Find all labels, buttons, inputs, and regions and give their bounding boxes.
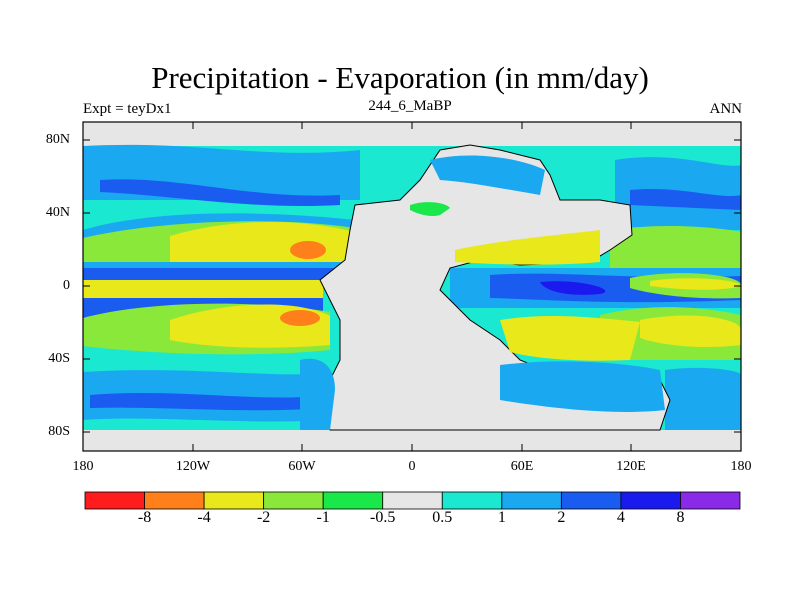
lon-label-180w: 180 bbox=[72, 459, 94, 474]
colorbar-swatch bbox=[382, 491, 443, 510]
lat-label-80s: 80S bbox=[48, 424, 70, 439]
colorbar-swatch bbox=[84, 491, 145, 510]
colorbar-swatch bbox=[144, 491, 205, 510]
lon-label-120w: 120W bbox=[175, 459, 211, 474]
south-evap-max bbox=[280, 310, 320, 326]
season-label: ANN bbox=[709, 101, 743, 117]
lon-ticks bbox=[82, 122, 742, 451]
lon-label-60e: 60E bbox=[510, 459, 534, 474]
lat-ticks bbox=[83, 139, 741, 433]
land-island-green bbox=[410, 202, 450, 217]
colorbar-label: 1 bbox=[497, 509, 506, 526]
colorbar-label: 4 bbox=[616, 509, 625, 526]
north-evap-max bbox=[290, 241, 326, 259]
land-dry-south bbox=[500, 316, 640, 361]
colorbar-swatch bbox=[680, 491, 741, 510]
experiment-label: Expt = teyDx1 bbox=[83, 101, 172, 117]
east-north-core bbox=[630, 188, 741, 210]
colorbar-label: -0.5 bbox=[370, 509, 396, 526]
itcz-north bbox=[83, 268, 343, 280]
chart-title: Precipitation - Evaporation (in mm/day) bbox=[151, 60, 649, 95]
land-dry-north bbox=[455, 230, 600, 265]
north-storm-core bbox=[100, 179, 340, 207]
lat-label-40s: 40S bbox=[48, 351, 70, 366]
east-subtropic-green bbox=[610, 226, 741, 268]
colorbar-swatch bbox=[501, 491, 562, 510]
land-southwest-wet bbox=[300, 358, 335, 430]
colorbar-label: 2 bbox=[557, 509, 566, 526]
colorbar-label: -8 bbox=[137, 509, 152, 526]
colorbar-swatch bbox=[263, 491, 324, 510]
colorbar bbox=[84, 491, 741, 510]
land-north-wet bbox=[430, 155, 545, 195]
lon-label-60w: 60W bbox=[288, 459, 316, 474]
east-south-yellow bbox=[640, 315, 741, 348]
equatorial-dry bbox=[83, 280, 323, 298]
colorbar-label: -2 bbox=[256, 509, 271, 526]
lon-label-0: 0 bbox=[408, 459, 416, 474]
colorbar-label: 0.5 bbox=[432, 509, 453, 526]
colorbar-label: -4 bbox=[197, 509, 211, 526]
lat-label-0: 0 bbox=[63, 278, 70, 293]
south-pole-band bbox=[83, 430, 741, 451]
colorbar-swatch bbox=[560, 491, 622, 510]
lon-label-120e: 120E bbox=[616, 459, 646, 474]
east-south-storm bbox=[665, 367, 741, 430]
east-equator-core bbox=[540, 281, 606, 295]
lat-label-80n: 80N bbox=[45, 132, 70, 147]
colorbar-swatch bbox=[441, 491, 503, 510]
east-equator-dry-core bbox=[650, 278, 741, 290]
pangaea-land bbox=[319, 144, 671, 431]
colorbar-swatch bbox=[620, 491, 681, 510]
lat-label-40n: 40N bbox=[45, 205, 70, 220]
colorbar-label: -1 bbox=[316, 509, 330, 526]
colorbar-label: 8 bbox=[676, 509, 685, 526]
period-label: 244_6_MaBP bbox=[368, 98, 452, 114]
map-panel bbox=[82, 121, 742, 452]
colorbar-swatch bbox=[203, 491, 265, 510]
lon-label-180e: 180 bbox=[730, 459, 752, 474]
south-storm-core bbox=[90, 392, 320, 411]
land-southeast-wet bbox=[500, 361, 665, 412]
colorbar-swatch bbox=[322, 491, 384, 510]
